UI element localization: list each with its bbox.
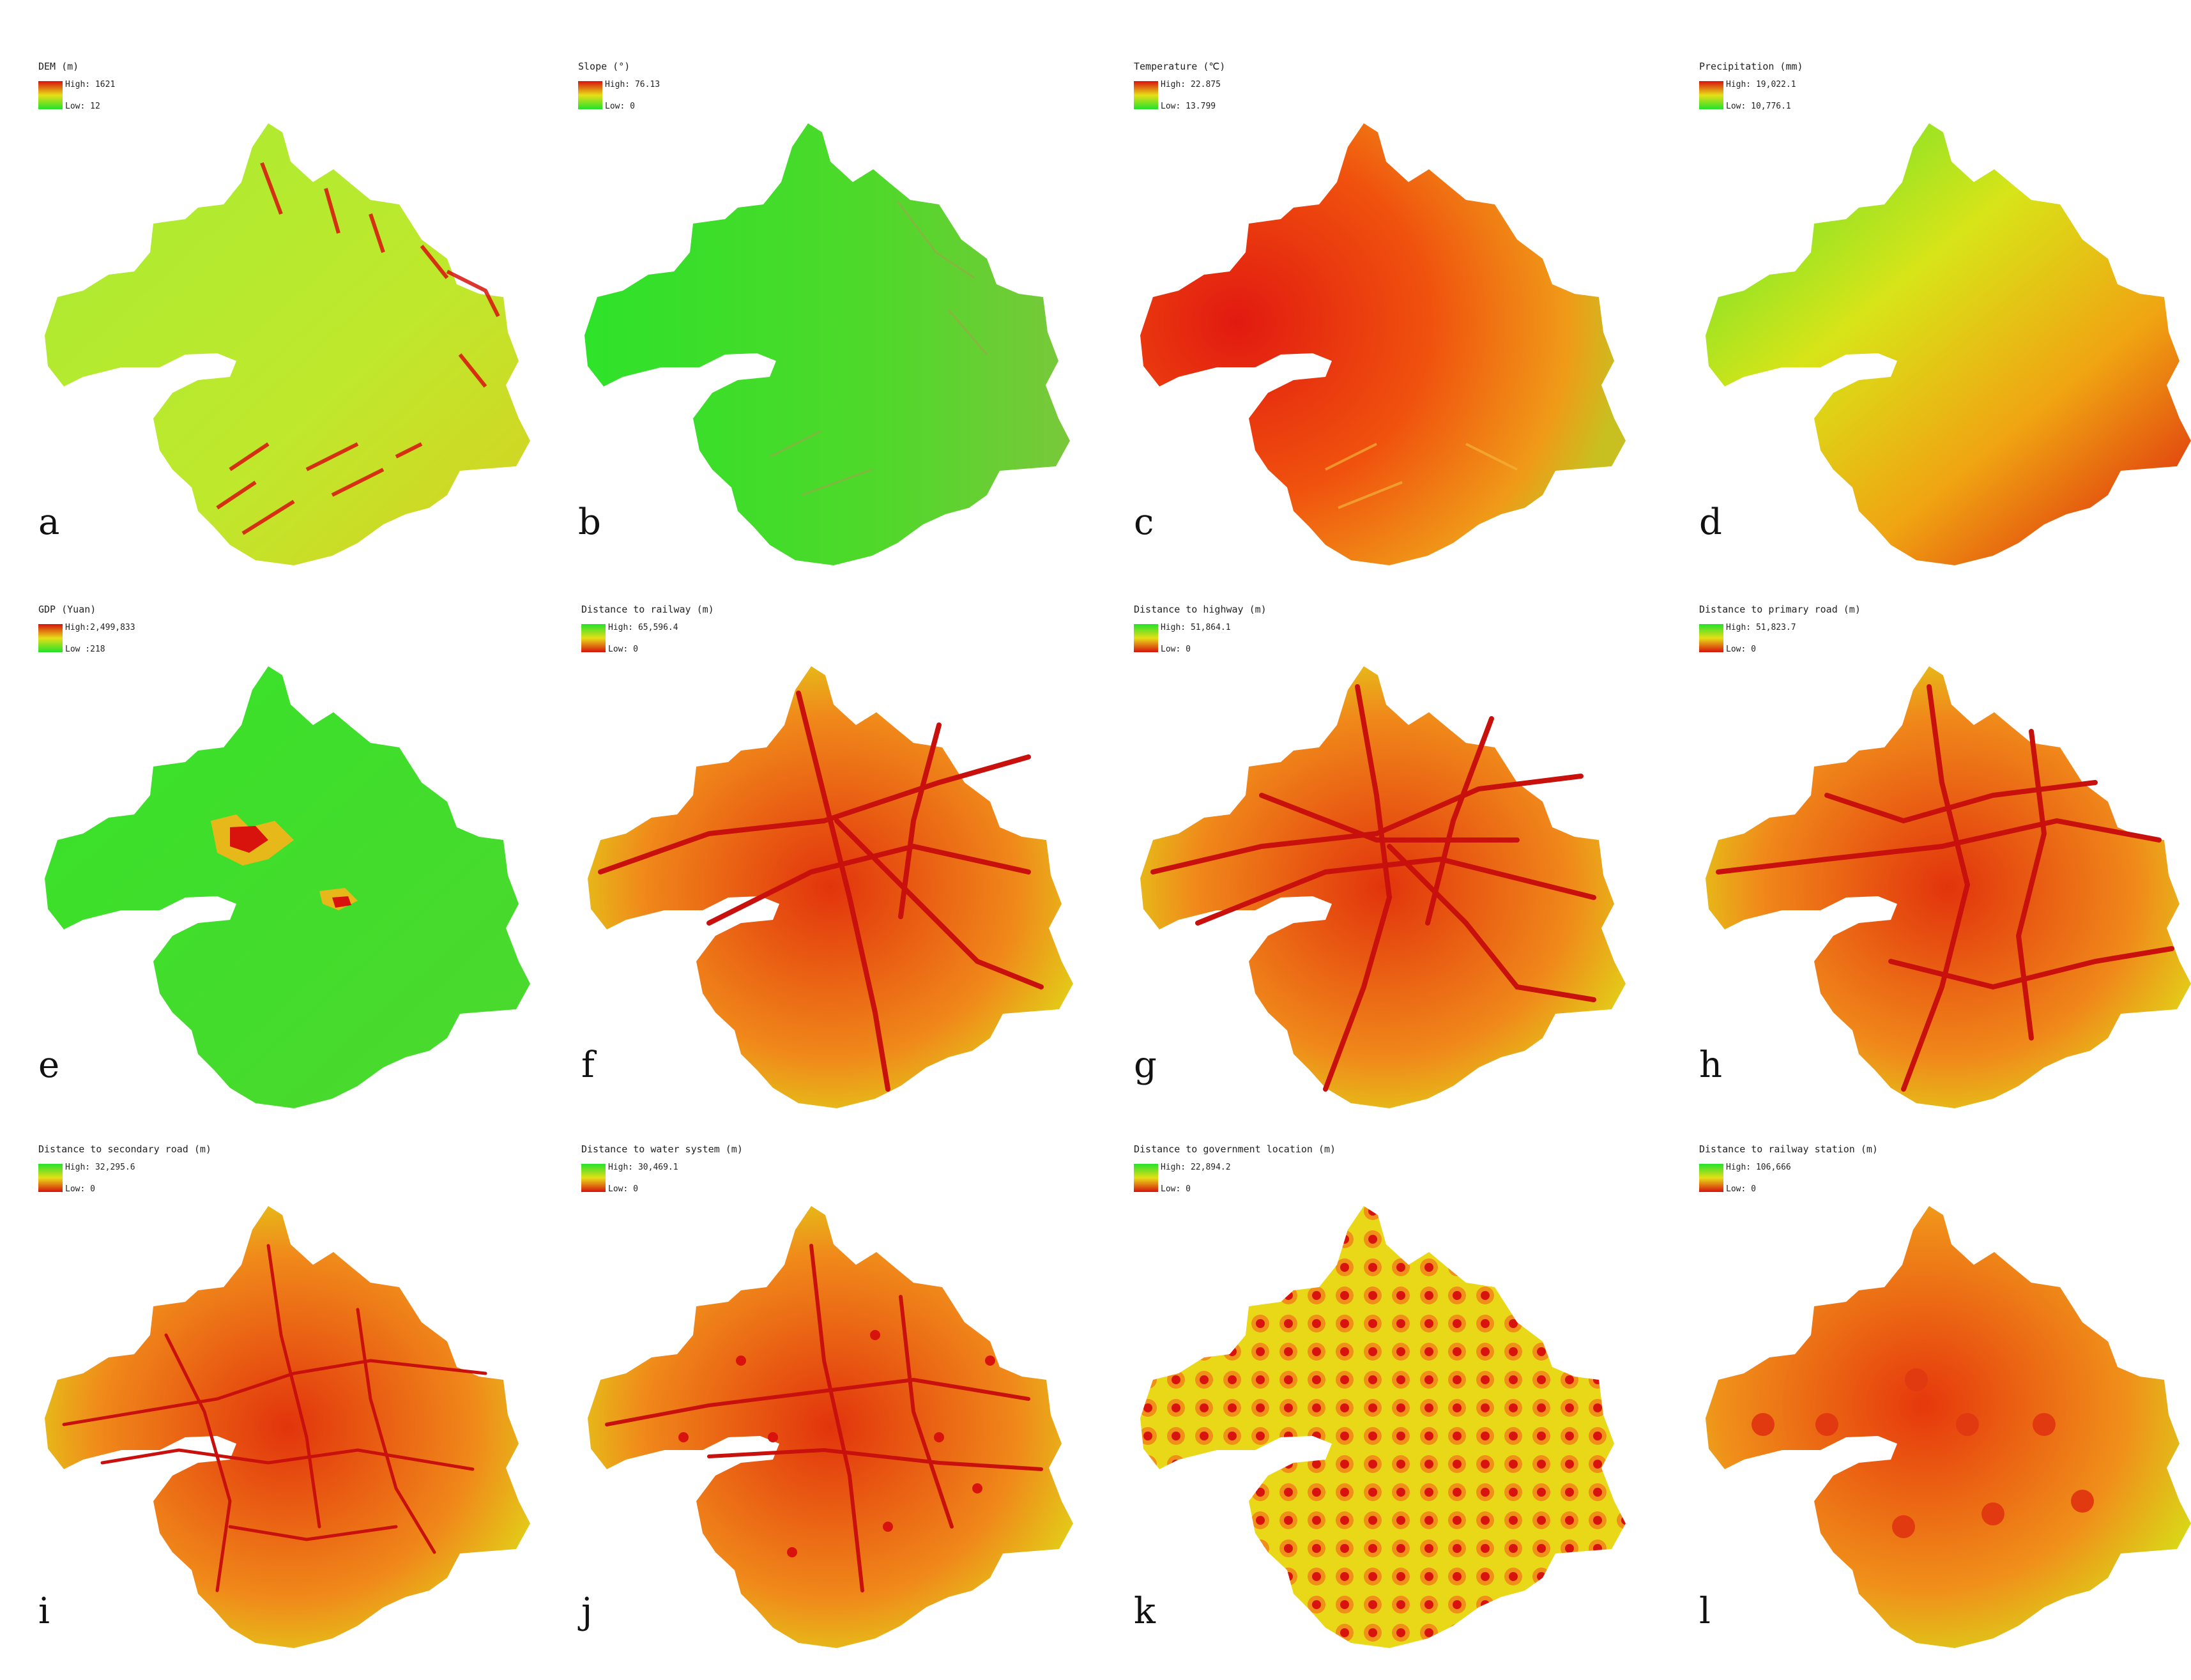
legend-high: High: 76.13 <box>605 80 660 89</box>
legend-bar <box>38 1164 63 1192</box>
panel-letter: k <box>1134 1591 1156 1632</box>
map-precipitation <box>1706 123 2191 565</box>
legend-high: High: 32,295.6 <box>65 1163 135 1172</box>
panel-title: Distance to government location (m) <box>1134 1143 1336 1155</box>
map-distance-railway <box>588 666 1073 1108</box>
legend-bar <box>38 81 63 109</box>
panel-precipitation: Precipitation (mm) High: 19,022.1 Low: 1… <box>1699 61 2191 597</box>
legend-high: High: 106,666 <box>1726 1163 1791 1172</box>
legend-bar <box>1699 81 1723 109</box>
panel-letter: d <box>1699 501 1722 543</box>
panel-distance-highway: Distance to highway (m) High: 51,864.1 L… <box>1134 604 1658 1140</box>
legend-bar <box>1699 624 1723 652</box>
panel-title: Slope (°) <box>578 61 630 72</box>
legend-low: Low: 0 <box>608 1184 638 1194</box>
map-distance-railway-station <box>1706 1206 2191 1648</box>
panel-letter: j <box>581 1591 593 1632</box>
panel-distance-railway-station: Distance to railway station (m) High: 10… <box>1699 1143 2191 1680</box>
panel-title: DEM (m) <box>38 61 79 72</box>
panel-letter: e <box>38 1044 60 1086</box>
legend-high: High: 19,022.1 <box>1726 80 1796 89</box>
panel-letter: f <box>581 1044 595 1086</box>
panel-title: Precipitation (mm) <box>1699 61 1803 72</box>
legend-low: Low: 12 <box>65 102 100 111</box>
panel-letter: h <box>1699 1044 1723 1086</box>
legend-bar <box>581 1164 606 1192</box>
legend-high: High: 22,894.2 <box>1161 1163 1231 1172</box>
panel-distance-railway: Distance to railway (m) High: 65,596.4 L… <box>581 604 1105 1140</box>
legend-low: Low: 0 <box>608 645 638 654</box>
legend-high: High: 51,823.7 <box>1726 623 1796 632</box>
legend-high: High: 22.875 <box>1161 80 1221 89</box>
legend-low: Low: 13.799 <box>1161 102 1216 111</box>
panel-letter: b <box>578 501 601 543</box>
panel-distance-water-system: Distance to water system (m) High: 30,46… <box>581 1143 1105 1680</box>
legend-bar <box>1134 81 1158 109</box>
legend-low: Low: 0 <box>605 102 635 111</box>
panel-distance-primary-road: Distance to primary road (m) High: 51,82… <box>1699 604 2191 1140</box>
map-temperature <box>1140 123 1626 565</box>
panel-gdp: GDP (Yuan) High:2,499,833 Low :218 e <box>38 604 562 1140</box>
legend-low: Low: 0 <box>1726 645 1756 654</box>
legend-low: Low :218 <box>65 645 105 654</box>
legend-high: High: 1621 <box>65 80 116 89</box>
panel-letter: a <box>38 501 60 543</box>
panel-title: Distance to water system (m) <box>581 1143 743 1155</box>
panel-dem: DEM (m) High: 1621 Low: 12 a <box>38 61 562 597</box>
panel-temperature: Temperature (℃) High: 22.875 Low: 13.799… <box>1134 61 1658 597</box>
panel-title: Distance to railway (m) <box>581 604 714 615</box>
panel-letter: g <box>1134 1044 1157 1086</box>
map-slope <box>584 123 1070 565</box>
legend-high: High:2,499,833 <box>65 623 135 632</box>
legend-bar <box>1134 1164 1158 1192</box>
map-distance-government-location <box>1140 1206 1626 1648</box>
panel-title: Temperature (℃) <box>1134 61 1226 72</box>
panel-slope: Slope (°) High: 76.13 Low: 0 b <box>578 61 1102 597</box>
panel-title: GDP (Yuan) <box>38 604 96 615</box>
legend-low: Low: 0 <box>1161 1184 1191 1194</box>
panel-distance-secondary-road: Distance to secondary road (m) High: 32,… <box>38 1143 562 1680</box>
panel-title: Distance to railway station (m) <box>1699 1143 1878 1155</box>
panel-distance-government-location: Distance to government location (m) High… <box>1134 1143 1658 1680</box>
legend-high: High: 51,864.1 <box>1161 623 1231 632</box>
legend-low: Low: 0 <box>1726 1184 1756 1194</box>
legend-low: Low: 10,776.1 <box>1726 102 1791 111</box>
map-distance-secondary-road <box>45 1206 530 1648</box>
legend-bar <box>38 624 63 652</box>
panel-title: Distance to secondary road (m) <box>38 1143 211 1155</box>
map-distance-highway <box>1140 666 1626 1108</box>
map-gdp <box>45 666 530 1108</box>
panel-title: Distance to highway (m) <box>1134 604 1267 615</box>
legend-high: High: 30,469.1 <box>608 1163 678 1172</box>
map-dem <box>45 123 530 565</box>
legend-low: Low: 0 <box>1161 645 1191 654</box>
panel-letter: i <box>38 1591 50 1632</box>
legend-bar <box>1134 624 1158 652</box>
legend-low: Low: 0 <box>65 1184 95 1194</box>
legend-high: High: 65,596.4 <box>608 623 678 632</box>
legend-bar <box>578 81 602 109</box>
map-distance-water-system <box>588 1206 1073 1648</box>
legend-bar <box>1699 1164 1723 1192</box>
panel-letter: c <box>1134 501 1154 543</box>
panel-letter: l <box>1699 1591 1711 1632</box>
map-distance-primary-road <box>1706 666 2191 1108</box>
panel-title: Distance to primary road (m) <box>1699 604 1861 615</box>
legend-bar <box>581 624 606 652</box>
